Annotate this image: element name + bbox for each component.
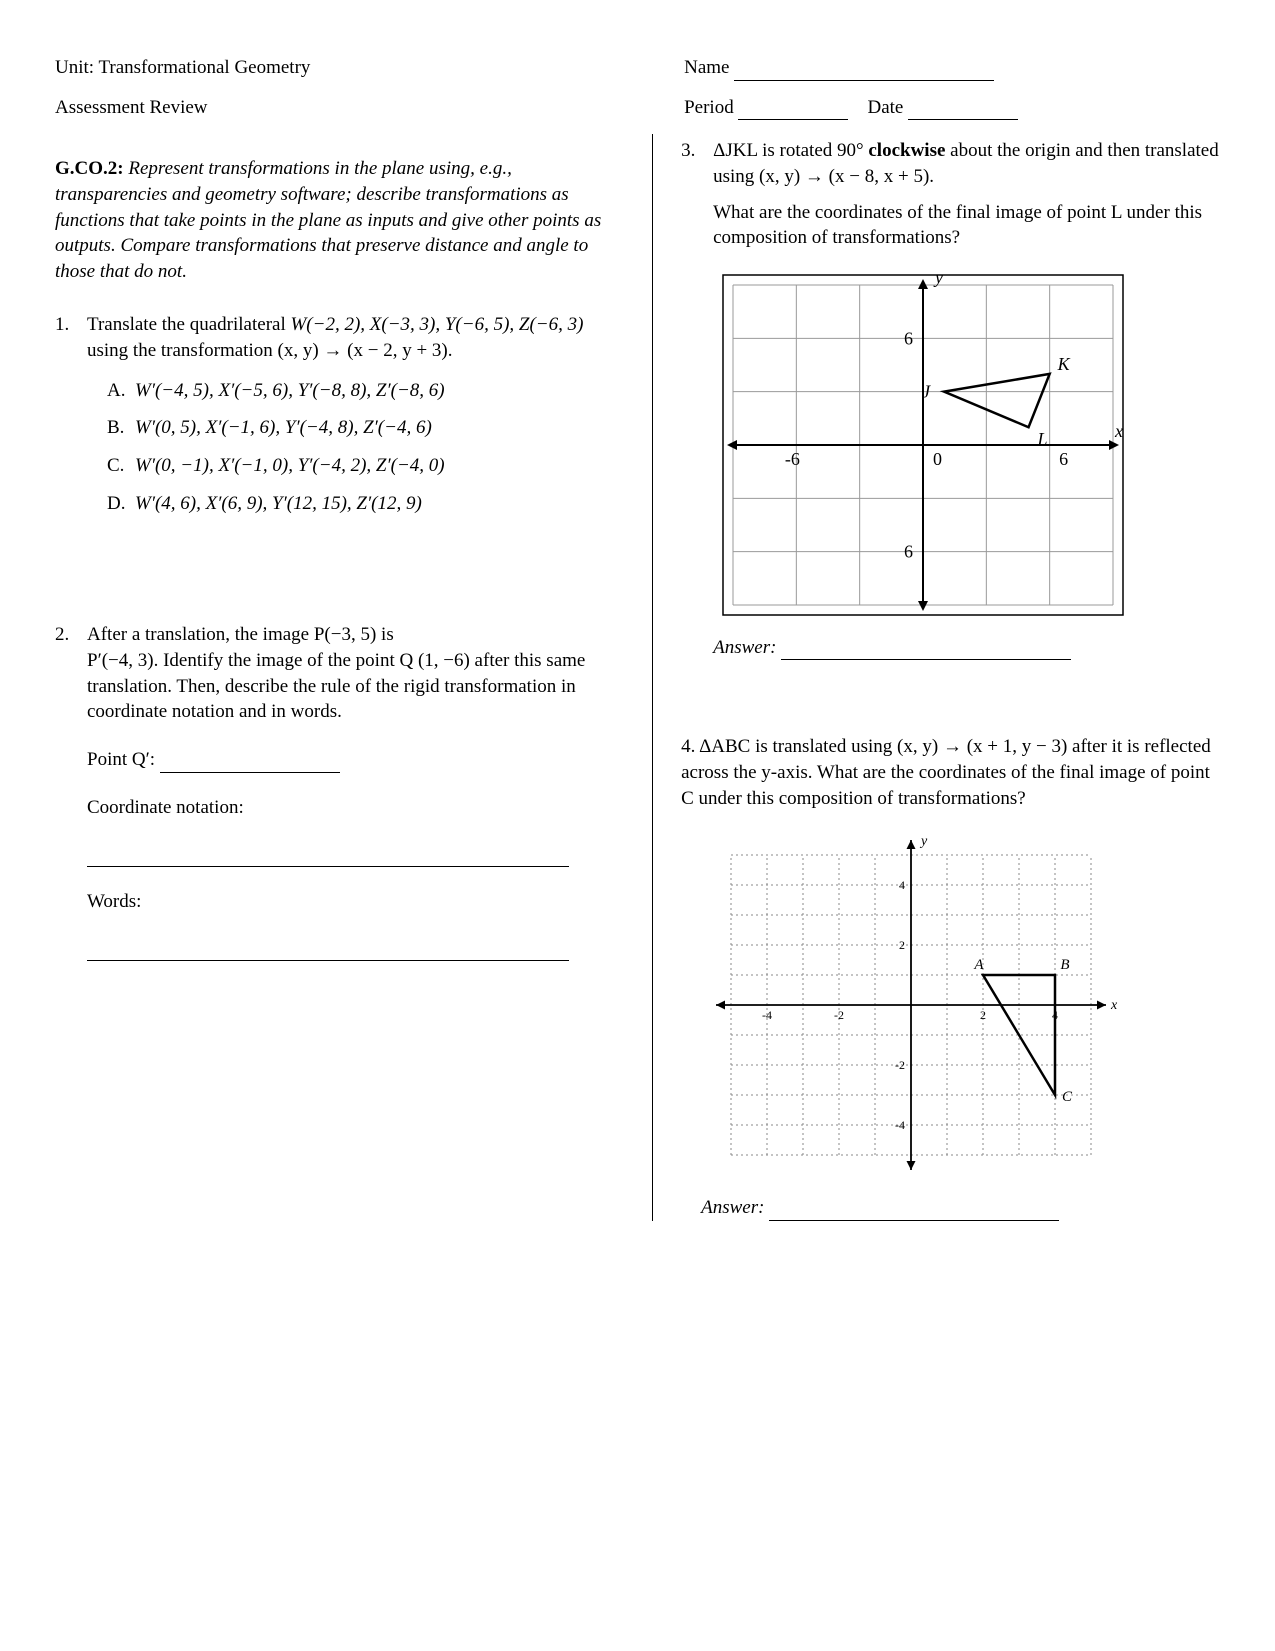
svg-text:C: C — [1062, 1089, 1073, 1105]
svg-text:2: 2 — [899, 938, 905, 952]
q4-prompt: ΔABC is translated using (x, y) → (x + 1… — [681, 736, 1211, 808]
q3-prompt-a: ΔJKL is rotated 90° — [713, 140, 868, 161]
svg-text:4: 4 — [899, 878, 905, 892]
svg-text:6: 6 — [904, 542, 913, 562]
svg-text:B: B — [1061, 957, 1070, 973]
svg-text:-2: -2 — [834, 1008, 844, 1022]
q1-choice-b-letter: B. — [107, 415, 135, 441]
question-4: 4. ΔABC is translated using (x, y) → (x … — [681, 734, 1220, 1221]
q2-number: 2. — [55, 622, 87, 961]
q3-answer-label: Answer: — [713, 637, 776, 658]
svg-text:A: A — [974, 957, 985, 973]
period-date-fields: Period Date — [684, 95, 1220, 121]
q3-body: ΔJKL is rotated 90° clockwise about the … — [713, 138, 1220, 660]
q1-choice-c-letter: C. — [107, 453, 135, 479]
q4-graph: -4-4-2-22244yxABC — [701, 825, 1220, 1185]
q2-line2: P′(−4, 3). Identify the image of the poi… — [87, 648, 622, 725]
standard-block: G.CO.2: Represent transformations in the… — [55, 156, 622, 284]
question-1: 1. Translate the quadrilateral W(−2, 2),… — [55, 312, 622, 528]
svg-text:6: 6 — [904, 328, 913, 348]
q4-coordinate-grid: -4-4-2-22244yxABC — [701, 825, 1121, 1185]
q3-answer-blank[interactable] — [781, 659, 1071, 660]
right-column: 3. ΔJKL is rotated 90° clockwise about t… — [652, 134, 1220, 1221]
svg-text:K: K — [1057, 354, 1071, 374]
q2-coord-field: Coordinate notation: — [87, 795, 622, 821]
q1-choice-a-letter: A. — [107, 378, 135, 404]
svg-text:J: J — [922, 382, 931, 402]
q2-words-field: Words: — [87, 889, 622, 915]
svg-text:L: L — [1037, 429, 1048, 449]
svg-text:6: 6 — [1059, 449, 1068, 469]
q1-choice-a[interactable]: A. W′(−4, 5), X′(−5, 6), Y′(−8, 8), Z′(−… — [107, 378, 622, 404]
svg-text:x: x — [1114, 421, 1123, 441]
svg-text:-4: -4 — [762, 1008, 772, 1022]
assessment-title: Assessment Review — [55, 95, 638, 121]
header-row-2: Assessment Review Period Date — [55, 95, 1220, 121]
q1-choice-b-text: W′(0, 5), X′(−1, 6), Y′(−4, 8), Z′(−4, 6… — [135, 415, 432, 441]
q4-answer-label: Answer: — [701, 1197, 764, 1218]
q2-pointq-blank[interactable] — [160, 772, 340, 773]
q2-line1: After a translation, the image P(−3, 5) … — [87, 622, 622, 648]
period-label: Period — [684, 97, 734, 118]
svg-text:-6: -6 — [785, 449, 800, 469]
q3-number: 3. — [681, 138, 713, 660]
question-3: 3. ΔJKL is rotated 90° clockwise about t… — [681, 138, 1220, 660]
left-column: G.CO.2: Represent transformations in the… — [55, 134, 622, 1221]
q1-choice-b[interactable]: B. W′(0, 5), X′(−1, 6), Y′(−4, 8), Z′(−4… — [107, 415, 622, 441]
q3-prompt-c: What are the coordinates of the final im… — [713, 200, 1220, 251]
content-columns: G.CO.2: Represent transformations in the… — [55, 134, 1220, 1221]
q3-answer-field: Answer: — [713, 635, 1220, 661]
q1-prompt-a: Translate the quadrilateral — [87, 314, 290, 335]
q2-body: After a translation, the image P(−3, 5) … — [87, 622, 622, 961]
q1-body: Translate the quadrilateral W(−2, 2), X(… — [87, 312, 622, 528]
q3-coordinate-grid: -6 0 6 6 6 y x J K L — [713, 265, 1133, 625]
svg-text:-4: -4 — [895, 1118, 905, 1132]
unit-title: Unit: Transformational Geometry — [55, 55, 638, 81]
q4-number: 4. — [681, 736, 695, 757]
q4-answer-field: Answer: — [701, 1195, 1220, 1221]
q1-prompt-b: using the transformation (x, y) → (x − 2… — [87, 340, 452, 361]
q1-choice-d-letter: D. — [107, 491, 135, 517]
svg-text:2: 2 — [980, 1008, 986, 1022]
q1-choice-d[interactable]: D. W′(4, 6), X′(6, 9), Y′(12, 15), Z′(12… — [107, 491, 622, 517]
q2-pointq-field: Point Q′: — [87, 747, 622, 773]
date-label: Date — [867, 97, 903, 118]
date-blank[interactable] — [908, 119, 1018, 120]
name-field: Name — [684, 55, 1220, 81]
q3-graph: -6 0 6 6 6 y x J K L — [713, 265, 1220, 625]
standard-text: Represent transformations in the plane u… — [55, 158, 601, 282]
svg-text:y: y — [919, 834, 928, 849]
name-label: Name — [684, 57, 729, 78]
q1-choice-c[interactable]: C. W′(0, −1), X′(−1, 0), Y′(−4, 2), Z′(−… — [107, 453, 622, 479]
q2-words-label: Words: — [87, 891, 141, 912]
q1-number: 1. — [55, 312, 87, 528]
q2-coord-label: Coordinate notation: — [87, 797, 244, 818]
period-blank[interactable] — [738, 119, 848, 120]
q4-answer-blank[interactable] — [769, 1220, 1059, 1221]
svg-text:-2: -2 — [895, 1058, 905, 1072]
svg-text:x: x — [1110, 998, 1118, 1013]
question-2: 2. After a translation, the image P(−3, … — [55, 622, 622, 961]
header-row-1: Unit: Transformational Geometry Name — [55, 55, 1220, 81]
q1-choice-a-text: W′(−4, 5), X′(−5, 6), Y′(−8, 8), Z′(−8, … — [135, 378, 445, 404]
q2-coord-blank[interactable] — [87, 844, 569, 867]
q3-bold: clockwise — [868, 140, 945, 161]
q1-choice-c-text: W′(0, −1), X′(−1, 0), Y′(−4, 2), Z′(−4, … — [135, 453, 445, 479]
name-blank[interactable] — [734, 80, 994, 81]
q1-choices: A. W′(−4, 5), X′(−5, 6), Y′(−8, 8), Z′(−… — [107, 378, 622, 517]
svg-text:y: y — [933, 267, 943, 287]
standard-code: G.CO.2: — [55, 158, 124, 179]
q2-words-blank[interactable] — [87, 939, 569, 962]
q1-points: W(−2, 2), X(−3, 3), Y(−6, 5), Z(−6, 3) — [290, 314, 583, 335]
q1-choice-d-text: W′(4, 6), X′(6, 9), Y′(12, 15), Z′(12, 9… — [135, 491, 422, 517]
svg-text:0: 0 — [933, 449, 942, 469]
q2-pointq-label: Point Q′: — [87, 749, 155, 770]
